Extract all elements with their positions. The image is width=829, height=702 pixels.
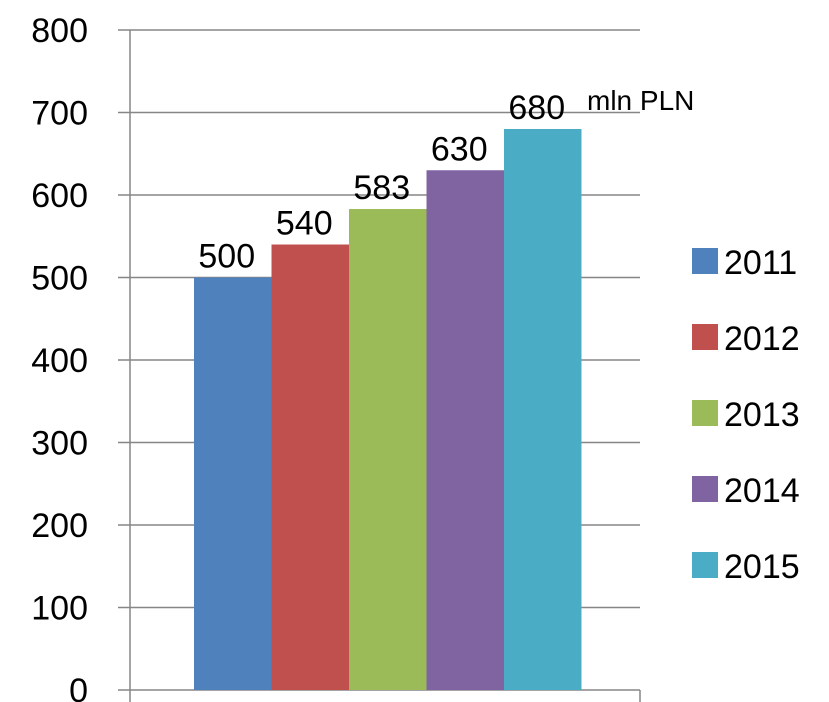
bar-2011	[194, 277, 272, 690]
legend-label-2014: 2014	[724, 472, 800, 510]
legend-swatch-2012	[692, 324, 718, 350]
y-tick-label: 100	[31, 590, 88, 628]
legend-label-2015: 2015	[724, 548, 800, 586]
data-labels: 500 540 583 630 680	[198, 89, 565, 276]
y-tick-label: 200	[31, 507, 88, 545]
y-tick-label: 0	[69, 672, 88, 702]
y-tick-label: 800	[31, 12, 88, 50]
bar-2015	[504, 129, 582, 690]
legend-swatch-2011	[692, 248, 718, 274]
legend: 2011 2012 2013 2014 2015	[692, 244, 800, 586]
y-tick-label: 700	[31, 95, 88, 133]
y-tick-label: 500	[31, 260, 88, 298]
y-tick-labels: 0 100 200 300 400 500 600 700 800	[31, 12, 88, 702]
unit-annotation: mln PLN	[587, 85, 694, 116]
bar-2014	[426, 170, 504, 690]
bar-2012	[271, 244, 349, 690]
legend-label-2013: 2013	[724, 396, 800, 434]
legend-swatch-2013	[692, 400, 718, 426]
y-tick-label: 400	[31, 342, 88, 380]
legend-swatch-2015	[692, 552, 718, 578]
data-label-2013: 583	[353, 169, 410, 207]
legend-label-2011: 2011	[724, 244, 797, 282]
y-tick-label: 600	[31, 177, 88, 215]
data-label-2015: 680	[508, 89, 565, 127]
legend-swatch-2014	[692, 476, 718, 502]
data-label-2012: 540	[276, 205, 333, 243]
y-tick-label: 300	[31, 425, 88, 463]
data-label-2011: 500	[198, 238, 255, 276]
bars	[194, 129, 582, 690]
bar-2013	[349, 209, 427, 690]
legend-label-2012: 2012	[724, 320, 800, 358]
data-label-2014: 630	[431, 130, 488, 168]
